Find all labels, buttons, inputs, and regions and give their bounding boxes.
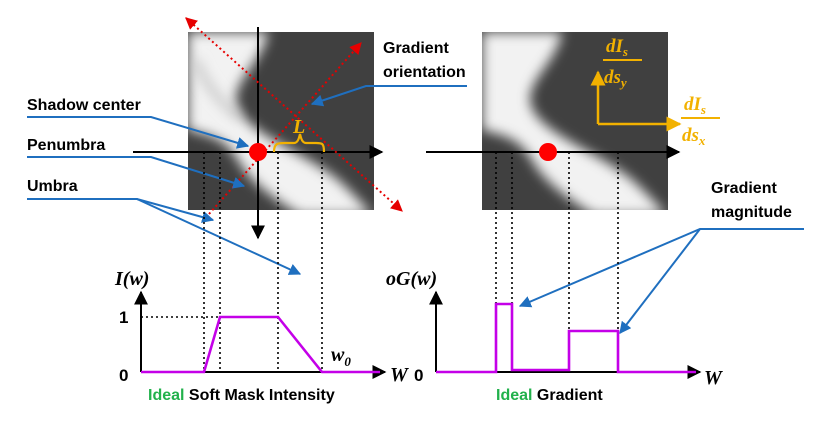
svg-text:dIs: dIs — [684, 94, 706, 117]
right-plot-ylabel: oG(w) — [386, 268, 437, 290]
left-plot-tick-zero: 0 — [119, 366, 128, 385]
left-plot-tick-one: 1 — [119, 308, 128, 327]
shadow-center-label: Shadow center — [27, 97, 141, 114]
shadow-center-dot-left — [249, 143, 267, 161]
penumbra-label: Penumbra — [27, 137, 105, 154]
gradient-orientation-label-line1: Gradient — [383, 40, 449, 57]
gradient-orientation-lines — [185, 17, 403, 215]
svg-text:dIs: dIs — [606, 36, 628, 59]
right-plot-caption: Ideal Gradient — [496, 387, 603, 404]
w0-label: w0 — [331, 344, 351, 369]
svg-text:dsx: dsx — [682, 125, 706, 148]
right-shadow-image — [482, 32, 668, 210]
gradient-magnitude-label-line1: Gradient — [711, 180, 777, 197]
gradient-axes-gold — [590, 70, 682, 132]
svg-text:dsy: dsy — [604, 67, 627, 90]
umbra-label: Umbra — [27, 178, 78, 195]
gradient-magnitude-label-line2: magnitude — [711, 204, 792, 221]
soft-mask-intensity-curve — [141, 315, 380, 374]
L-brace — [272, 133, 326, 153]
shadow-center-dot-right — [539, 143, 557, 161]
left-plot-xlabel: W — [390, 364, 409, 386]
right-plot-xlabel: W — [704, 367, 723, 389]
ideal-gradient-curve — [436, 302, 696, 374]
gradient-orientation-label-line2: orientation — [383, 64, 466, 81]
dIs-dsy-fraction: dIs dsy — [603, 36, 642, 90]
pointer-lines — [27, 85, 804, 334]
right-plot-tick-zero: 0 — [414, 366, 423, 385]
left-plot-ylabel: I(w) — [114, 268, 149, 290]
dIs-dsx-fraction: dIs dsx — [681, 94, 720, 148]
L-label: L — [292, 116, 305, 138]
dotted-guides — [141, 152, 619, 370]
left-plot-caption: Ideal Soft Mask Intensity — [148, 387, 335, 404]
